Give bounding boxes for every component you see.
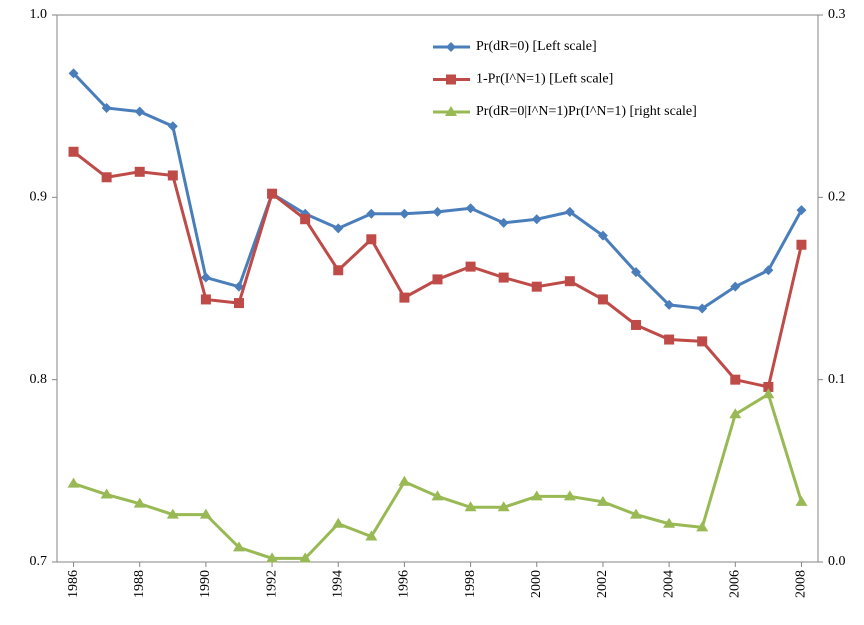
point (796, 205, 807, 216)
point (564, 206, 575, 217)
point (199, 508, 212, 519)
line (72, 150, 803, 389)
y-tick-label: 0.8 (30, 372, 48, 387)
point (530, 490, 543, 501)
point (232, 541, 245, 552)
legend-label: Pr(dR=0|I^N=1)Pr(I^N=1) [right scale] (476, 104, 697, 119)
point (101, 102, 112, 113)
point (200, 272, 211, 283)
y-tick-label: 0.9 (30, 190, 48, 205)
point (563, 490, 576, 501)
point (166, 508, 179, 519)
point (266, 552, 279, 563)
point (762, 388, 775, 399)
point (630, 508, 643, 519)
point (465, 261, 476, 272)
x-tick-label: 1990 (198, 570, 213, 598)
point (366, 208, 377, 219)
point (597, 230, 608, 241)
point (432, 274, 443, 285)
point (697, 336, 708, 347)
point (333, 265, 344, 276)
point (398, 475, 411, 486)
point (531, 281, 542, 292)
point (596, 495, 609, 506)
point (332, 517, 345, 528)
point (100, 488, 113, 499)
point (68, 146, 79, 157)
point (299, 552, 312, 563)
y2-tick-label: 0.0 (828, 554, 846, 569)
x-tick-label: 2000 (529, 570, 544, 598)
point (498, 272, 509, 283)
x-tick-label: 2008 (794, 570, 809, 598)
x-tick-label: 1988 (132, 570, 147, 598)
point (696, 521, 709, 532)
point (464, 501, 477, 512)
x-tick-label: 1994 (330, 570, 345, 598)
plot-frame (56, 14, 819, 563)
point (67, 477, 80, 488)
point (465, 203, 476, 214)
point (664, 299, 675, 310)
point (497, 501, 510, 512)
legend-marker (446, 74, 456, 85)
legend-label: 1-Pr(I^N=1) [Left scale] (476, 72, 613, 87)
point (167, 121, 178, 132)
y2-tick-label: 0.1 (828, 372, 846, 387)
y-tick-label: 0.7 (30, 554, 48, 569)
point (531, 214, 542, 225)
legend-label: Pr(dR=0) [Left scale] (476, 39, 597, 54)
point (597, 294, 608, 305)
y2-tick-label: 0.2 (828, 190, 846, 205)
point (333, 223, 344, 234)
point (795, 495, 808, 506)
point (664, 334, 675, 345)
point (763, 265, 774, 276)
point (133, 497, 146, 508)
legend-marker (445, 106, 457, 116)
point (730, 374, 741, 385)
point (796, 239, 807, 250)
point (200, 294, 211, 305)
x-tick-label: 2006 (728, 570, 743, 598)
point (730, 281, 741, 292)
point (729, 408, 742, 419)
point (399, 292, 410, 303)
y2-tick-label: 0.3 (828, 7, 846, 22)
line (73, 391, 803, 560)
point (101, 172, 112, 183)
point (134, 106, 145, 117)
x-tick-label: 1998 (463, 570, 478, 598)
point (498, 217, 509, 228)
legend-marker (446, 42, 456, 52)
x-tick-label: 1996 (397, 570, 412, 598)
point (366, 234, 377, 245)
point (631, 319, 642, 330)
x-tick-label: 1992 (264, 570, 279, 598)
point (233, 298, 244, 309)
x-tick-label: 2002 (595, 570, 610, 598)
point (631, 267, 642, 278)
point (697, 303, 708, 314)
point (300, 214, 311, 225)
point (663, 517, 676, 528)
point (763, 381, 774, 392)
x-tick-label: 2004 (661, 570, 676, 598)
point (134, 166, 145, 177)
point (68, 68, 79, 79)
point (564, 276, 575, 287)
point (432, 206, 443, 217)
point (431, 490, 444, 501)
point (167, 170, 178, 181)
x-tick-label: 1986 (66, 570, 81, 598)
point (233, 281, 244, 292)
point (267, 188, 278, 199)
point (399, 208, 410, 219)
y-tick-label: 1.0 (30, 7, 48, 22)
point (365, 530, 378, 541)
